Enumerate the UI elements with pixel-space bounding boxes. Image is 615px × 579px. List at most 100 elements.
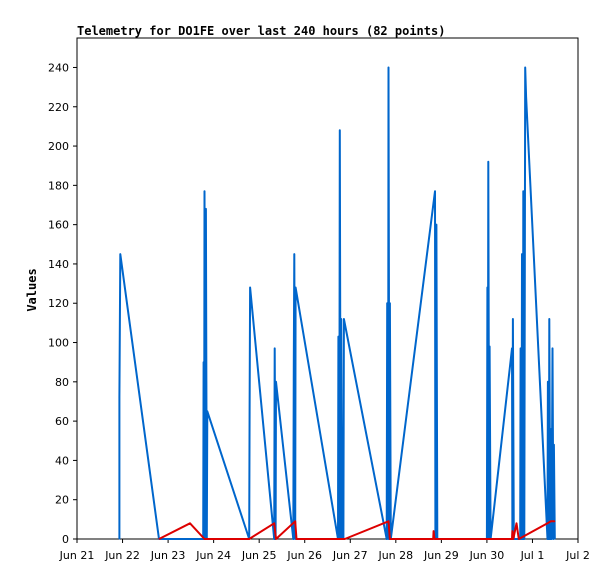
data-point bbox=[520, 347, 522, 349]
x-tick-label: Jun 25 bbox=[241, 549, 277, 562]
x-tick-label: Jun 23 bbox=[150, 549, 186, 562]
x-tick-label: Jun 24 bbox=[195, 549, 231, 562]
data-point bbox=[118, 538, 120, 540]
data-point bbox=[294, 520, 296, 522]
data-point bbox=[435, 361, 437, 363]
data-point bbox=[203, 190, 206, 192]
data-point bbox=[523, 538, 525, 540]
data-point bbox=[550, 520, 552, 522]
data-point bbox=[518, 538, 520, 540]
data-point bbox=[386, 302, 388, 304]
data-point bbox=[433, 538, 436, 540]
y-tick-label: 40 bbox=[55, 454, 69, 467]
data-point bbox=[487, 161, 489, 163]
y-tick-label: 240 bbox=[48, 61, 69, 74]
chart-title: Telemetry for DO1FE over last 240 hours … bbox=[77, 24, 445, 38]
data-point bbox=[548, 538, 550, 540]
data-point bbox=[275, 381, 277, 383]
data-point bbox=[274, 347, 276, 349]
data-point bbox=[554, 538, 556, 540]
data-point bbox=[522, 190, 524, 192]
data-point bbox=[549, 538, 551, 540]
data-point bbox=[486, 286, 488, 289]
data-point bbox=[293, 361, 295, 363]
data-point bbox=[511, 347, 513, 349]
data-point bbox=[344, 538, 346, 540]
y-tick-label: 100 bbox=[48, 337, 69, 350]
y-tick-label: 180 bbox=[48, 179, 69, 192]
data-point bbox=[158, 538, 160, 540]
data-point bbox=[521, 253, 523, 255]
data-point bbox=[203, 361, 205, 363]
x-tick-label: Jun 27 bbox=[332, 549, 368, 562]
data-point bbox=[522, 538, 524, 540]
data-point bbox=[489, 538, 491, 540]
data-point bbox=[515, 522, 518, 524]
data-point bbox=[551, 538, 553, 540]
data-point bbox=[293, 253, 295, 255]
data-point bbox=[550, 428, 552, 430]
data-point bbox=[249, 410, 251, 412]
y-tick-label: 140 bbox=[48, 258, 69, 271]
data-point bbox=[189, 522, 191, 524]
y-tick-label: 200 bbox=[48, 140, 69, 153]
data-point bbox=[273, 538, 275, 540]
data-point bbox=[343, 318, 345, 320]
data-point bbox=[248, 538, 250, 540]
x-tick-label: Jun 29 bbox=[423, 549, 459, 562]
y-tick-label: 60 bbox=[55, 415, 69, 428]
y-tick-label: 0 bbox=[62, 533, 69, 546]
data-point bbox=[434, 190, 436, 192]
y-tick-label: 80 bbox=[55, 376, 69, 389]
data-point bbox=[511, 530, 513, 532]
y-tick-label: 160 bbox=[48, 219, 69, 232]
data-point bbox=[273, 522, 275, 524]
data-point bbox=[249, 286, 251, 289]
data-point bbox=[339, 129, 341, 131]
data-point bbox=[548, 318, 550, 320]
data-point bbox=[203, 538, 206, 540]
data-point bbox=[292, 538, 294, 540]
data-point bbox=[489, 345, 491, 348]
x-tick-label: Jul 1 bbox=[520, 549, 545, 562]
data-point bbox=[551, 347, 554, 349]
data-point bbox=[387, 520, 390, 522]
data-point bbox=[553, 444, 555, 446]
data-point bbox=[432, 538, 434, 540]
data-point bbox=[512, 538, 514, 540]
data-point bbox=[341, 430, 344, 432]
data-point bbox=[387, 538, 389, 540]
data-point bbox=[433, 530, 435, 532]
data-point bbox=[205, 208, 207, 210]
x-tick-label: Jun 21 bbox=[59, 549, 95, 562]
data-point bbox=[525, 96, 527, 98]
data-point bbox=[295, 538, 298, 540]
data-point bbox=[546, 522, 549, 524]
data-point bbox=[389, 538, 391, 540]
data-point bbox=[386, 538, 388, 540]
y-tick-label: 20 bbox=[55, 494, 69, 507]
data-point bbox=[337, 336, 339, 338]
x-tick-label: Jun 26 bbox=[286, 549, 322, 562]
data-point bbox=[554, 520, 556, 522]
x-tick-label: Jun 30 bbox=[469, 549, 505, 562]
y-tick-label: 120 bbox=[48, 297, 69, 310]
data-point bbox=[435, 224, 437, 226]
data-point bbox=[511, 538, 513, 540]
data-point bbox=[119, 253, 121, 255]
data-point bbox=[524, 66, 526, 69]
y-tick-label: 220 bbox=[48, 101, 69, 114]
y-axis-label: Values bbox=[25, 268, 39, 311]
data-point bbox=[546, 538, 549, 540]
plot-area bbox=[76, 37, 579, 540]
data-point bbox=[340, 318, 342, 320]
x-tick-label: Jun 28 bbox=[377, 549, 413, 562]
data-point bbox=[389, 302, 391, 304]
x-tick-label: Jun 22 bbox=[104, 549, 140, 562]
data-point bbox=[512, 318, 514, 320]
data-point bbox=[295, 286, 297, 289]
data-point bbox=[547, 381, 549, 383]
data-point bbox=[275, 538, 277, 540]
data-point bbox=[206, 410, 208, 412]
